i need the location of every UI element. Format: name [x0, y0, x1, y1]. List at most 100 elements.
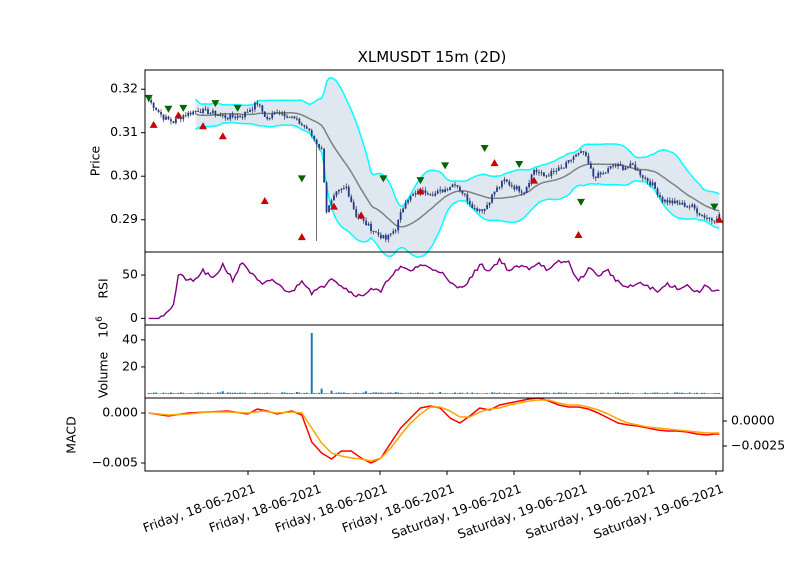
- volume-bar: [449, 393, 452, 394]
- sell-marker: [379, 175, 388, 183]
- volume-bar: [525, 392, 528, 394]
- volume-bar: [567, 393, 570, 394]
- candle-body: [160, 111, 162, 115]
- volume-bar: [416, 392, 419, 394]
- volume-bar: [330, 390, 333, 394]
- candle-body: [375, 231, 377, 233]
- candle-body: [580, 151, 582, 153]
- volume-bar: [244, 392, 247, 394]
- volume-bar: [192, 393, 195, 394]
- candle-body: [174, 118, 177, 123]
- macd-frame: [144, 397, 724, 472]
- volume-bar: [602, 392, 605, 394]
- candle-body: [389, 233, 392, 235]
- volume-bar: [639, 393, 642, 394]
- candle-body: [244, 111, 246, 118]
- volume-bar: [271, 393, 274, 394]
- volume-bar: [216, 392, 219, 394]
- volume-bar: [172, 393, 175, 394]
- candle-body: [449, 187, 451, 190]
- candle-body: [281, 113, 283, 115]
- volume-bar: [347, 392, 350, 394]
- candle-body: [570, 159, 572, 161]
- candle-body: [204, 108, 207, 110]
- candle-body: [170, 119, 172, 122]
- sell-marker: [416, 177, 425, 185]
- volume-bar: [229, 392, 232, 394]
- volume-bar: [372, 392, 375, 394]
- volume-bar: [609, 393, 612, 394]
- volume-bar: [703, 392, 706, 394]
- volume-bar: [263, 392, 266, 394]
- candle-body: [236, 115, 239, 118]
- volume-bar: [169, 392, 172, 394]
- volume-bar: [374, 392, 377, 394]
- buy-marker: [416, 187, 425, 195]
- rsi-tick-label: 0: [130, 310, 138, 325]
- volume-bar: [604, 393, 607, 395]
- candle-body: [671, 200, 674, 204]
- volume-bar: [649, 393, 652, 394]
- candle-body: [221, 115, 224, 117]
- candle-body: [150, 100, 153, 103]
- sell-marker: [211, 100, 220, 108]
- candle-body: [552, 170, 555, 172]
- volume-bar: [565, 392, 568, 394]
- volume-bar: [663, 393, 666, 394]
- volume-bar: [439, 391, 442, 394]
- candle-body: [604, 172, 607, 174]
- volume-bar: [204, 393, 207, 394]
- volume-bar: [328, 393, 331, 395]
- candle-body: [698, 213, 701, 215]
- volume-bar: [617, 392, 620, 394]
- candle-body: [686, 206, 689, 208]
- candle-body: [468, 200, 471, 205]
- candle-body: [313, 135, 316, 140]
- volume-bar: [673, 392, 676, 394]
- candle-body: [330, 200, 333, 206]
- candle-body: [446, 189, 449, 191]
- volume-bar: [337, 392, 340, 394]
- volume-bar: [468, 393, 471, 394]
- volume-bar: [202, 392, 205, 394]
- candle-body: [431, 194, 434, 196]
- candle-body: [459, 186, 461, 191]
- candle-body: [414, 192, 417, 195]
- candle-body: [706, 217, 708, 219]
- candle-body: [545, 175, 548, 177]
- candle-body: [434, 193, 437, 196]
- volume-bar: [320, 388, 323, 394]
- candle-body: [189, 112, 192, 115]
- buy-marker: [574, 230, 583, 238]
- volume-bar: [382, 392, 385, 394]
- candle-body: [412, 194, 414, 196]
- candle-body: [261, 105, 264, 112]
- candle-body: [377, 232, 380, 235]
- candle-body: [476, 208, 479, 212]
- volume-bar: [241, 392, 244, 394]
- sell-marker: [441, 162, 450, 170]
- volume-bar: [394, 391, 397, 394]
- volume-bar: [666, 392, 669, 394]
- candle-body: [575, 154, 577, 157]
- volume-bar: [597, 393, 600, 395]
- candle-body: [592, 168, 595, 177]
- volume-bar: [619, 393, 622, 394]
- volume-bar: [290, 393, 293, 394]
- candle-body: [409, 195, 412, 201]
- volume-bar: [234, 392, 237, 394]
- candle-body: [693, 204, 696, 209]
- volume-bar: [550, 393, 553, 395]
- candle-body: [557, 167, 560, 171]
- buy-marker: [199, 122, 208, 130]
- candle-body: [278, 112, 281, 114]
- volume-panel: 20 40 Volume 106: [95, 316, 724, 399]
- volume-bar: [221, 391, 224, 394]
- sell-marker: [297, 175, 306, 183]
- candle-body: [347, 186, 350, 197]
- volume-bar: [318, 392, 321, 394]
- volume-bar: [340, 392, 343, 394]
- candle-body: [562, 167, 565, 169]
- candle-body: [654, 182, 656, 189]
- candle-body: [533, 170, 535, 175]
